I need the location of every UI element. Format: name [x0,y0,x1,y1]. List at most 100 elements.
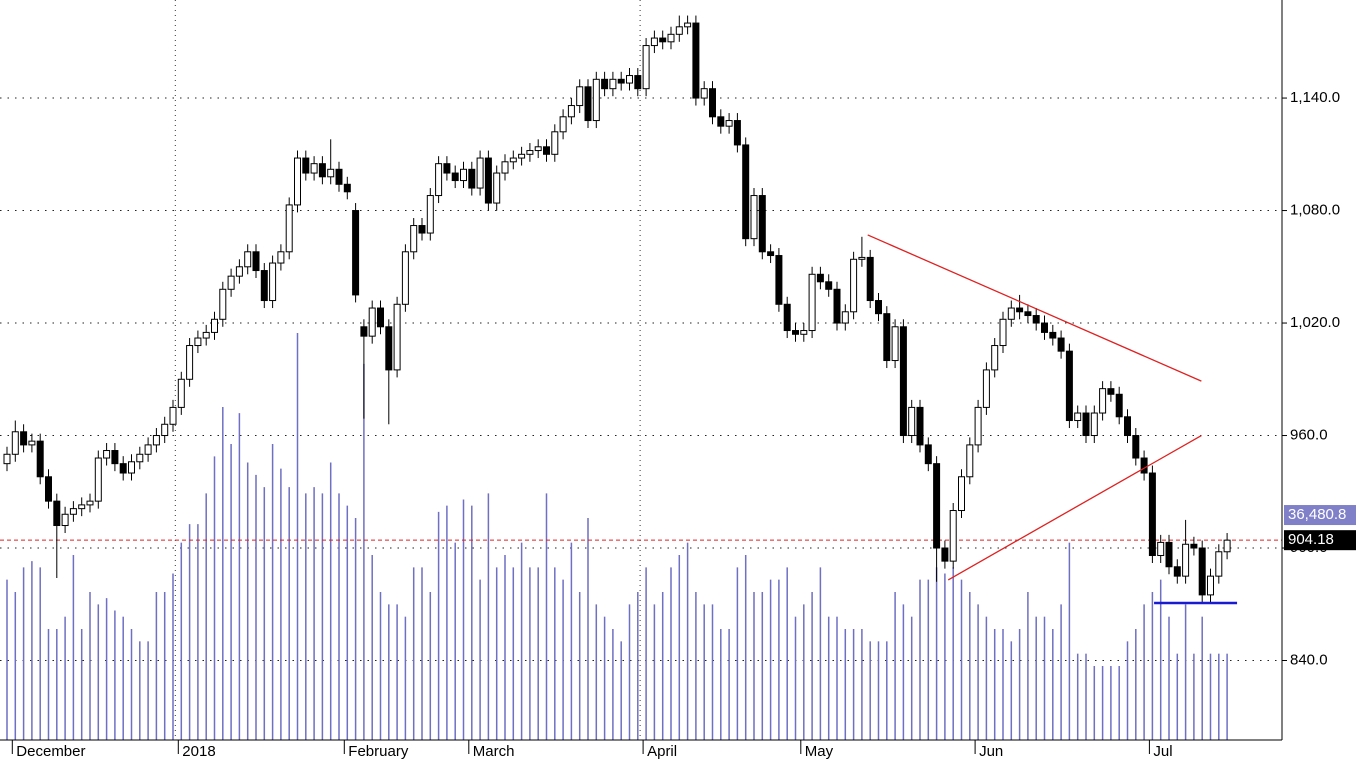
candle-body [302,157,310,174]
trendline [947,434,1202,581]
candle-body [626,75,633,84]
candle-body [733,120,741,146]
x-tick-label: Jun [979,743,1003,760]
candle-body [576,86,584,107]
candle-body [476,157,484,189]
candle-body [1057,337,1065,352]
candle-body [1207,575,1214,596]
candle-body [551,131,559,155]
candle-body [211,318,218,333]
candle-body [360,326,368,337]
candle-body [891,326,899,362]
candle-body [128,461,135,474]
candle-body [1074,412,1082,422]
candle-body [177,378,185,408]
candle-body [667,33,675,43]
x-tick-label: 2018 [182,743,215,760]
candle-body [3,453,11,465]
y-tick-label: 1,020.0 [1290,314,1340,331]
candle-body [426,195,434,234]
candle-body [1140,457,1148,474]
candle-body [991,345,999,371]
candle-body [435,163,443,197]
candle-body [161,423,169,437]
candle-body [559,116,567,133]
candle-body [36,440,44,478]
candle-body [152,435,160,446]
candle-body [1124,416,1131,437]
candle-body [1148,472,1156,557]
candle-body [966,444,974,478]
candle-body [1190,543,1198,549]
candle-body [103,450,111,459]
candle-body [750,195,758,240]
candle-body [484,157,492,204]
candle-body [335,168,343,185]
candle-body [534,146,542,152]
candle-body [634,75,642,90]
candle-body [792,330,799,335]
candle-body [94,457,102,502]
candle-body [493,172,501,204]
x-tick-label: March [473,743,515,760]
candle-body [53,500,61,527]
candle-body [617,78,625,84]
candle-body [219,288,227,320]
candle-body [144,444,152,455]
candle-body [858,256,866,260]
candle-body [169,406,177,425]
candle-body [692,22,700,99]
candle-body [368,307,376,337]
price-box [1284,530,1356,551]
candle-body [974,406,982,446]
candle-body [418,225,426,234]
candle-body [908,406,916,437]
candle-body [285,204,293,253]
candle-body [86,500,94,506]
candle-body [609,78,617,90]
candle-body [1173,566,1181,577]
candle-body [758,195,766,253]
candle-body [194,337,202,347]
candle-body [377,307,384,328]
candle-body [833,288,841,324]
candle-body [800,330,808,335]
candle-body [343,183,351,193]
candle-body [584,86,592,122]
candle-body [933,463,941,549]
candle-body [136,453,144,463]
x-tick-label: April [647,743,677,760]
candle-body [924,444,932,465]
candle-body [385,326,393,371]
candle-body [20,431,28,446]
candle-body [78,504,86,510]
candle-body [783,303,791,332]
candle-body [684,22,692,28]
candle-body [601,78,609,90]
candle-body [227,275,235,290]
candle-body [717,116,725,127]
candle-body [318,163,326,178]
candle-body [659,37,667,43]
candle-body [742,144,750,240]
candle-body [509,157,517,163]
candle-body [1007,307,1015,320]
candle-body [675,26,683,35]
candle-body [69,508,77,515]
candle-body [949,510,957,562]
candle-body [1090,412,1098,437]
candle-body [725,120,733,127]
candle-body [1024,311,1032,317]
y-tick-label: 960.0 [1290,426,1328,443]
candle-body [1041,322,1048,333]
candle-body [45,476,52,502]
candle-body [700,88,708,99]
candle-body [443,163,451,174]
candle-body [468,168,476,189]
candle-body [767,251,775,257]
candle-body [526,150,534,155]
candle-body [61,513,69,527]
candle-body [825,281,833,290]
candle-body [642,45,650,90]
trendline [867,234,1202,382]
